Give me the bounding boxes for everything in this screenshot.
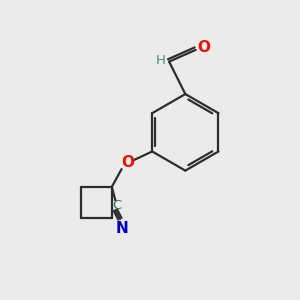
Text: C: C <box>112 200 122 212</box>
Text: O: O <box>197 40 210 55</box>
Text: N: N <box>115 221 128 236</box>
Text: O: O <box>122 155 134 170</box>
Text: H: H <box>156 54 166 67</box>
